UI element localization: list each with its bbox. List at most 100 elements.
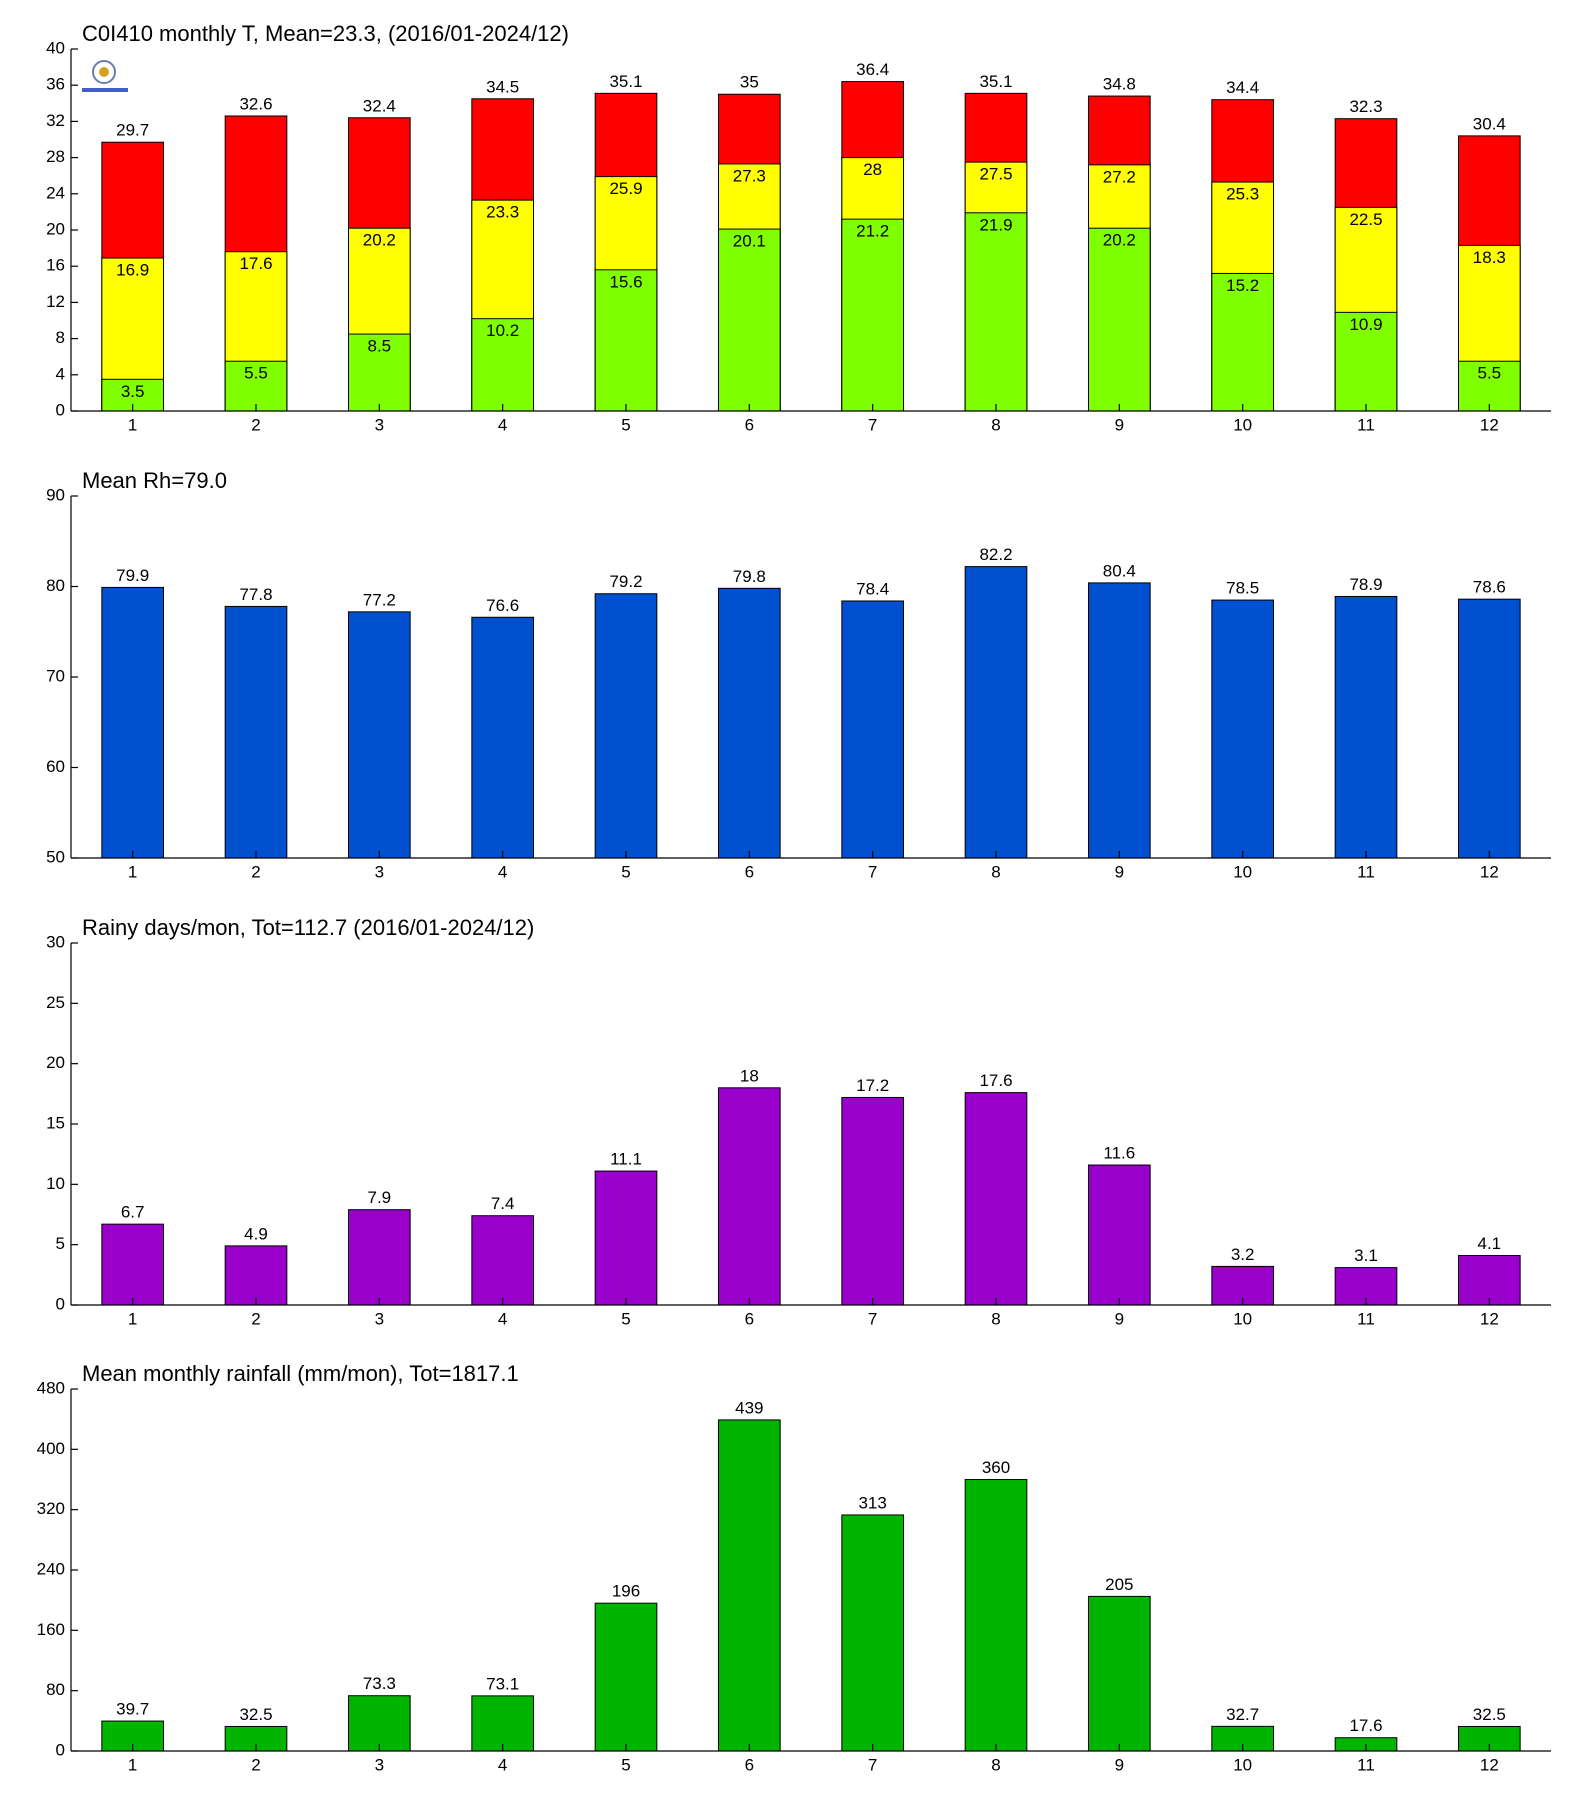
value-label: 5.5 [244, 364, 268, 383]
y-tick-label: 50 [46, 847, 65, 866]
y-tick-label: 0 [56, 400, 65, 419]
y-tick-label: 25 [46, 993, 65, 1012]
value-label: 78.5 [1226, 579, 1259, 598]
y-tick-label: 5 [56, 1234, 65, 1253]
value-label: 82.2 [979, 545, 1012, 564]
bar [471, 616, 535, 859]
value-label: 76.6 [486, 596, 519, 615]
x-tick-label: 9 [1115, 415, 1124, 434]
x-tick-label: 8 [991, 1309, 1000, 1328]
y-tick-label: 20 [46, 1053, 65, 1072]
value-label: 79.8 [733, 567, 766, 586]
bar [348, 1695, 411, 1752]
y-tick-label: 24 [46, 183, 65, 202]
x-tick-label: 1 [128, 1755, 137, 1774]
x-tick-label: 6 [745, 415, 754, 434]
value-label: 78.9 [1349, 575, 1382, 594]
logo [82, 60, 128, 92]
value-label: 78.4 [856, 579, 889, 598]
chart-title: Mean monthly rainfall (mm/mon), Tot=1817… [82, 1361, 519, 1386]
x-tick-label: 5 [621, 862, 630, 881]
x-tick-label: 10 [1233, 415, 1252, 434]
value-label: 21.9 [979, 215, 1012, 234]
bar [718, 228, 781, 412]
x-tick-label: 8 [991, 415, 1000, 434]
x-tick-label: 4 [498, 1309, 507, 1328]
value-label: 25.9 [609, 179, 642, 198]
x-tick-label: 10 [1233, 1755, 1252, 1774]
x-tick-label: 9 [1115, 1309, 1124, 1328]
value-label: 32.3 [1349, 97, 1382, 116]
value-label: 27.2 [1103, 167, 1136, 186]
bar [841, 218, 904, 412]
value-label: 77.2 [363, 590, 396, 609]
x-tick-label: 10 [1233, 862, 1252, 881]
bar [1458, 598, 1521, 859]
x-tick-label: 4 [498, 415, 507, 434]
y-tick-label: 90 [46, 485, 65, 504]
bar [471, 1215, 535, 1306]
y-tick-label: 16 [46, 256, 65, 275]
x-tick-label: 7 [868, 862, 877, 881]
x-tick-label: 5 [621, 1755, 630, 1774]
value-label: 80.4 [1103, 561, 1136, 580]
value-label: 22.5 [1349, 210, 1382, 229]
value-label: 27.5 [979, 165, 1012, 184]
y-tick-label: 15 [46, 1113, 65, 1132]
x-tick-label: 11 [1357, 862, 1375, 881]
x-tick-label: 4 [498, 862, 507, 881]
value-label: 32.7 [1226, 1705, 1259, 1724]
value-label: 20.1 [733, 232, 766, 251]
value-label: 7.4 [491, 1194, 515, 1213]
value-label: 34.5 [486, 77, 519, 96]
value-label: 16.9 [116, 261, 149, 280]
x-tick-label: 6 [745, 1755, 754, 1774]
x-tick-label: 11 [1357, 415, 1375, 434]
bar [101, 1223, 165, 1306]
bar [718, 1087, 781, 1306]
y-tick-label: 36 [46, 75, 65, 94]
value-label: 4.9 [244, 1224, 268, 1243]
value-label: 11.6 [1103, 1144, 1135, 1163]
y-tick-label: 80 [46, 1680, 65, 1699]
x-tick-label: 3 [375, 862, 384, 881]
x-tick-label: 7 [868, 415, 877, 434]
value-label: 10.2 [486, 321, 519, 340]
value-label: 15.2 [1226, 276, 1259, 295]
chart-title: C0I410 monthly T, Mean=23.3, (2016/01-20… [82, 21, 569, 46]
y-tick-label: 30 [46, 932, 65, 951]
x-tick-label: 10 [1233, 1309, 1252, 1328]
x-tick-label: 3 [375, 1755, 384, 1774]
bar [1458, 1255, 1521, 1306]
x-tick-label: 1 [128, 862, 137, 881]
x-tick-label: 12 [1480, 415, 1499, 434]
bar [471, 1695, 535, 1752]
bar [348, 611, 411, 859]
x-tick-label: 3 [375, 415, 384, 434]
x-tick-label: 1 [128, 1309, 137, 1328]
x-tick-label: 1 [128, 415, 137, 434]
value-label: 77.8 [239, 585, 272, 604]
value-label: 17.2 [856, 1076, 889, 1095]
bar [841, 600, 904, 859]
value-label: 27.3 [733, 166, 766, 185]
y-tick-label: 8 [56, 328, 65, 347]
x-tick-label: 11 [1357, 1755, 1375, 1774]
x-tick-label: 5 [621, 415, 630, 434]
value-label: 32.4 [363, 96, 396, 115]
x-tick-label: 2 [251, 862, 260, 881]
y-tick-label: 20 [46, 219, 65, 238]
y-tick-label: 320 [37, 1499, 65, 1518]
value-label: 196 [612, 1582, 640, 1601]
bar [718, 587, 781, 859]
value-label: 36.4 [856, 60, 889, 79]
bar [964, 1479, 1028, 1752]
bar [1088, 582, 1151, 859]
value-label: 8.5 [368, 337, 392, 356]
bar [964, 1092, 1028, 1306]
bar [964, 566, 1028, 859]
bar [101, 586, 165, 859]
chart-title: Rainy days/mon, Tot=112.7 (2016/01-2024/… [82, 915, 534, 940]
bar [224, 1245, 288, 1306]
